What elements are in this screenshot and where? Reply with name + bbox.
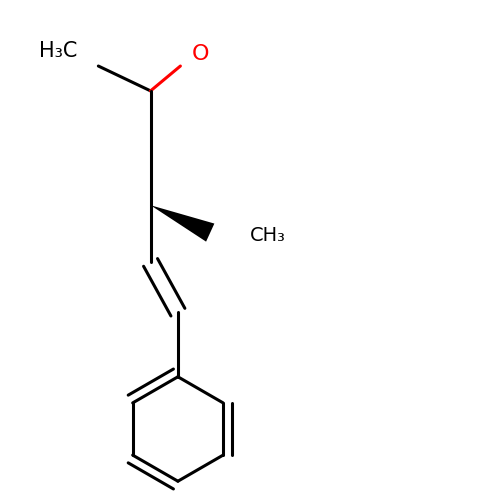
Text: CH₃: CH₃ bbox=[250, 226, 286, 244]
Polygon shape bbox=[150, 205, 214, 242]
Text: O: O bbox=[192, 44, 209, 64]
Text: H₃C: H₃C bbox=[40, 41, 78, 61]
